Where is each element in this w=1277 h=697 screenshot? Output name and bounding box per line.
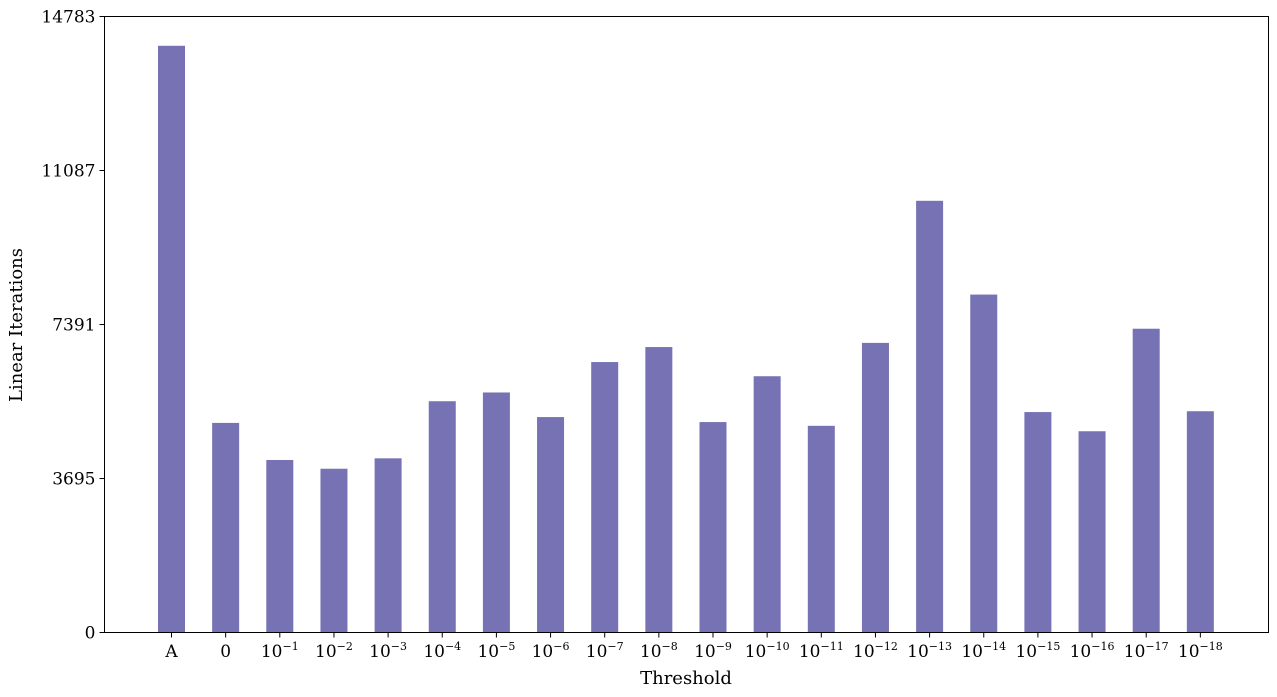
x-tick-label-19: 10−18 [1178, 640, 1223, 662]
bars-group [158, 45, 1214, 633]
x-tick-label-14: 10−13 [907, 640, 952, 662]
bar-2 [266, 459, 294, 633]
x-tick-label-17: 10−16 [1070, 640, 1115, 662]
x-tick-label-12: 10−11 [799, 640, 844, 662]
x-tick-label-5: 10−4 [423, 640, 461, 662]
bar-13 [861, 342, 889, 633]
x-axis-label: Threshold [640, 668, 732, 689]
x-tick-label-11: 10−10 [745, 640, 790, 662]
x-tick-label-18: 10−17 [1124, 640, 1169, 662]
bar-15 [970, 294, 998, 633]
bar-16 [1024, 412, 1052, 633]
x-tick-label-0: A [164, 642, 178, 662]
x-tick-label-3: 10−2 [315, 640, 353, 662]
x-tick-label-15: 10−14 [961, 640, 1006, 662]
bar-10 [699, 422, 727, 633]
bar-17 [1078, 431, 1106, 633]
bar-1 [212, 422, 240, 633]
x-tick-label-4: 10−3 [369, 640, 407, 662]
x-tick-label-7: 10−6 [532, 640, 570, 662]
x-tick-label-10: 10−9 [694, 640, 732, 662]
x-axis: A 0 10−1 10−2 10−3 10−4 10−5 10−6 10−7 10−8 10−9 10… [164, 632, 1223, 662]
bar-12 [807, 425, 835, 633]
x-tick-label-2: 10−1 [261, 640, 299, 662]
x-tick-label-6: 10−5 [477, 640, 515, 662]
bar-0 [158, 45, 185, 633]
bar-19 [1186, 411, 1214, 633]
y-axis-label: Linear Iterations [6, 248, 27, 402]
bar-14 [916, 200, 944, 633]
x-tick-label-9: 10−8 [640, 640, 678, 662]
x-tick-label-16: 10−15 [1015, 640, 1060, 662]
y-tick-label-2: 7391 [52, 316, 95, 336]
y-tick-label-1: 3695 [52, 470, 95, 490]
bar-6 [482, 392, 510, 633]
y-tick-label-3: 11087 [41, 162, 95, 182]
x-tick-label-8: 10−7 [586, 640, 624, 662]
bar-11 [753, 376, 781, 633]
y-tick-label-0: 0 [85, 624, 96, 644]
bar-5 [428, 401, 456, 633]
bar-9 [645, 347, 673, 633]
x-tick-label-1: 0 [220, 642, 231, 662]
bar-18 [1132, 328, 1160, 633]
bar-7 [537, 417, 565, 633]
bar-3 [320, 468, 348, 633]
x-tick-label-13: 10−12 [853, 640, 898, 662]
bar-4 [374, 458, 402, 633]
y-axis: 0 3695 7391 11087 14783 [41, 8, 105, 644]
bar-8 [591, 362, 619, 633]
y-tick-label-4: 14783 [41, 8, 95, 28]
